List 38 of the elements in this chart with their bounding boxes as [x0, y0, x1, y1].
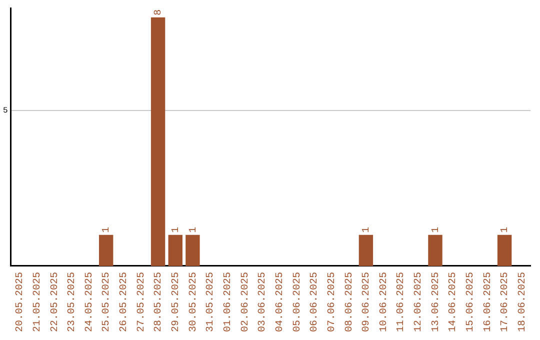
x-tick-label: 18.06.2025	[518, 272, 529, 332]
x-tick-label: 09.06.2025	[362, 272, 373, 332]
data-label: 8	[154, 9, 165, 16]
x-tick-label: 15.06.2025	[466, 272, 477, 332]
x-tick-label: 06.06.2025	[310, 272, 321, 332]
x-tick-label: 07.06.2025	[326, 272, 338, 332]
x-tick-label: 01.06.2025	[222, 272, 234, 332]
data-label: 1	[500, 226, 512, 233]
x-tick-label: 12.06.2025	[414, 272, 425, 332]
x-tick-label: 14.06.2025	[448, 272, 460, 332]
x-tick-label: 16.06.2025	[482, 272, 494, 332]
x-tick-label: 29.05.2025	[171, 272, 182, 332]
x-tick-label: 27.05.2025	[136, 272, 148, 332]
x-tick-label: 08.06.2025	[344, 272, 356, 332]
x-tick-label: 20.05.2025	[15, 272, 26, 332]
x-tick-label: 05.06.2025	[292, 272, 304, 332]
x-tick-label: 04.06.2025	[274, 272, 286, 332]
x-tick-label: 11.06.2025	[396, 272, 408, 332]
x-tick-label: 25.05.2025	[102, 272, 113, 332]
x-tick-label: 21.05.2025	[32, 272, 44, 332]
x-tick-label: 03.06.2025	[258, 272, 269, 332]
x-tick-label: 17.06.2025	[500, 272, 512, 332]
data-label: 1	[188, 226, 200, 233]
x-tick-label: 26.05.2025	[119, 272, 130, 332]
x-tick-label: 24.05.2025	[84, 272, 96, 332]
y-tick-label: 5	[2, 106, 8, 116]
data-label: 1	[171, 226, 182, 233]
x-tick-label: 02.06.2025	[240, 272, 252, 332]
x-tick-label: 13.06.2025	[430, 272, 442, 332]
data-label: 1	[362, 226, 373, 233]
x-tick-label: 23.05.2025	[67, 272, 78, 332]
x-tick-label: 10.06.2025	[378, 272, 390, 332]
x-tick-label: 28.05.2025	[154, 272, 165, 332]
x-tick-label: 22.05.2025	[50, 272, 61, 332]
data-label: 1	[102, 226, 113, 233]
data-label: 1	[430, 226, 442, 233]
x-tick-label: 30.05.2025	[188, 272, 200, 332]
x-tick-label: 31.05.2025	[206, 272, 217, 332]
